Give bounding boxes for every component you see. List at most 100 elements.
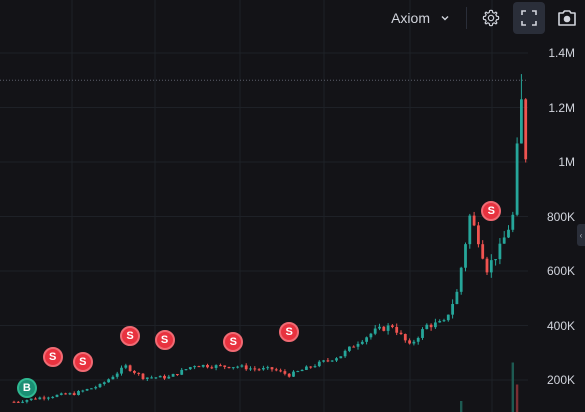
candle-body — [47, 397, 50, 399]
chart-toolbar: Axiom — [383, 0, 585, 36]
candle-body — [283, 371, 287, 374]
candles — [12, 74, 528, 404]
candle-body — [55, 394, 59, 397]
candle-body — [313, 366, 317, 368]
candle-body — [98, 383, 102, 388]
candle-body — [227, 366, 231, 369]
candle-body — [64, 393, 67, 395]
gear-icon — [482, 9, 500, 27]
candle-body — [115, 373, 119, 377]
y-axis-tick-label: 400K — [546, 318, 575, 333]
candle-body — [240, 365, 244, 367]
screenshot-button[interactable] — [551, 2, 583, 34]
candle-body — [68, 393, 72, 395]
settings-button[interactable] — [475, 2, 507, 34]
candle-body — [507, 229, 510, 238]
grid-lines — [0, 0, 528, 412]
candle-body — [489, 260, 493, 273]
candle-body — [184, 369, 188, 371]
candle-body — [253, 368, 257, 370]
candle-body — [210, 367, 214, 369]
candle-body — [180, 369, 184, 375]
candle-body — [442, 320, 446, 322]
candle-body — [279, 370, 282, 372]
candle-body — [373, 328, 377, 334]
sell-marker[interactable]: S — [120, 326, 141, 347]
candle-body — [378, 326, 381, 329]
candle-body — [360, 341, 364, 344]
candle-body — [141, 373, 145, 379]
candle-body — [395, 326, 399, 333]
price-scale-handle[interactable]: ‹ — [577, 224, 585, 246]
candle-body — [257, 369, 261, 371]
candle-body — [206, 364, 209, 368]
candle-body — [102, 382, 106, 384]
candle-body — [459, 267, 463, 292]
candle-body — [124, 365, 128, 368]
volume-bar — [515, 384, 519, 412]
source-select[interactable]: Axiom — [383, 3, 458, 33]
candle-body — [309, 366, 313, 368]
candle-body — [167, 376, 171, 379]
sell-marker[interactable]: S — [279, 322, 300, 343]
candle-body — [300, 369, 304, 372]
candle-body — [270, 367, 274, 370]
candle-body — [365, 337, 368, 342]
candle-body — [90, 388, 93, 390]
candle-body — [16, 401, 20, 403]
candle-body — [72, 393, 76, 395]
candle-body — [408, 340, 411, 344]
candle-body — [120, 367, 123, 374]
candle-body — [391, 325, 394, 327]
candle-body — [145, 377, 149, 379]
candle-body — [416, 337, 420, 342]
candle-body — [386, 325, 390, 331]
candle-body — [21, 401, 24, 403]
candle-body — [369, 333, 373, 338]
candle-body — [326, 360, 330, 362]
candle-body — [163, 375, 166, 379]
sell-marker[interactable]: S — [154, 330, 175, 351]
buy-marker[interactable]: B — [16, 378, 37, 399]
candle-body — [511, 214, 515, 230]
candle-body — [502, 237, 506, 244]
candle-body — [201, 364, 205, 367]
sell-marker[interactable]: S — [72, 352, 93, 373]
candle-body — [382, 326, 386, 331]
candle-body — [12, 401, 16, 403]
sell-marker[interactable]: S — [42, 346, 63, 367]
candle-body — [494, 259, 497, 261]
candle-body — [305, 366, 308, 370]
candle-body — [42, 397, 46, 399]
candle-body — [330, 360, 334, 362]
candle-body — [434, 322, 437, 328]
candle-body — [339, 356, 343, 359]
candle-body — [421, 329, 424, 338]
sell-marker[interactable]: S — [223, 331, 244, 352]
sell-marker[interactable]: S — [481, 201, 502, 222]
candle-body — [524, 99, 528, 160]
candle-body — [197, 366, 201, 368]
candle-body — [249, 368, 252, 370]
y-axis-tick-label: 1.4M — [548, 46, 575, 60]
y-axis-tick-label: 200K — [546, 373, 575, 387]
candle-body — [111, 376, 115, 380]
candle-body — [455, 291, 459, 305]
candle-body — [133, 370, 136, 373]
candle-body — [171, 374, 175, 377]
candle-body — [485, 258, 489, 273]
candle-body — [219, 365, 222, 367]
candle-body — [176, 374, 179, 376]
fullscreen-button[interactable] — [513, 2, 545, 34]
source-select-label: Axiom — [391, 10, 430, 26]
candle-body — [287, 373, 291, 377]
volume-bar — [511, 362, 514, 412]
candle-body — [81, 390, 85, 392]
candle-body — [429, 324, 433, 328]
candle-body — [188, 367, 192, 370]
candle-body — [472, 215, 476, 226]
y-axis-tick-label: 1.2M — [548, 100, 575, 115]
chevron-down-icon — [441, 16, 449, 21]
candle-body — [59, 393, 63, 395]
